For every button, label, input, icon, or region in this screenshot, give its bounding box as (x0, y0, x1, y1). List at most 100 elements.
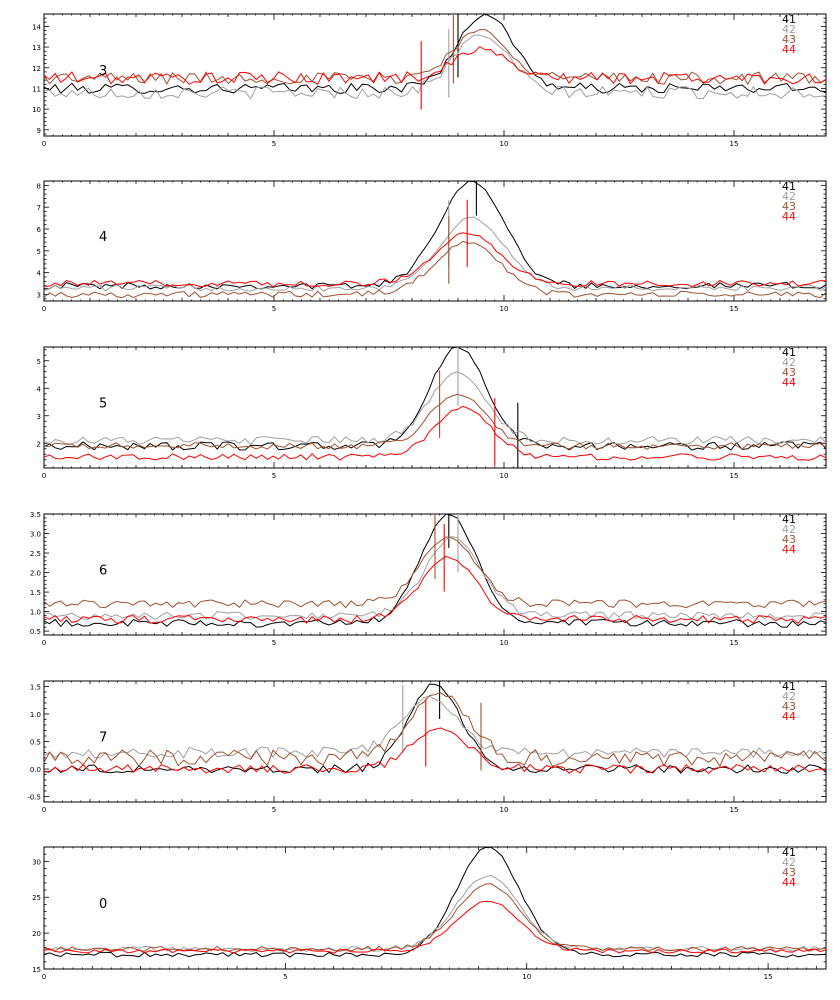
series-line-42 (43, 34, 827, 100)
series-line-44 (43, 900, 827, 954)
y-tick-label: 1.0 (30, 609, 41, 617)
x-tick-label: 5 (272, 140, 276, 148)
x-tick-label: 0 (42, 806, 46, 814)
panel-label: 0 (99, 897, 107, 912)
x-tick-label: 5 (283, 973, 287, 981)
series-line-43 (43, 883, 827, 952)
y-tick-label: 15 (32, 966, 41, 974)
series-line-43 (43, 393, 827, 450)
y-tick-label: 13 (32, 44, 41, 52)
y-tick-label: 0.5 (30, 628, 41, 636)
legend-entry-44: 44 (782, 43, 796, 56)
legend-entry-42: 42 (782, 190, 796, 203)
legend-entry-42: 42 (782, 23, 796, 36)
legend-entry-41: 41 (782, 346, 796, 359)
legend-entry-43: 43 (782, 33, 796, 46)
y-tick-label: 11 (32, 85, 41, 93)
legend-entry-44: 44 (782, 710, 796, 723)
panel-label: 3 (99, 64, 107, 79)
y-tick-label: 3.5 (30, 511, 41, 519)
legend-entry-42: 42 (782, 523, 796, 536)
y-tick-label: 2.5 (30, 550, 41, 558)
series-line-44 (43, 727, 827, 775)
plot-frame (43, 13, 827, 137)
y-tick-label: 3 (37, 413, 41, 421)
series-line-43 (43, 240, 827, 299)
x-tick-label: 10 (500, 639, 509, 647)
y-tick-label: 12 (32, 65, 41, 73)
series-line-44 (43, 232, 827, 288)
y-tick-label: 7 (37, 204, 41, 212)
y-tick-label: 1.5 (30, 684, 41, 692)
y-tick-label: 1.5 (30, 589, 41, 597)
legend-entry-41: 41 (782, 846, 796, 859)
series-line-44 (43, 555, 827, 624)
legend-entry-42: 42 (782, 856, 796, 869)
x-tick-label: 5 (272, 472, 276, 480)
legend-entry-41: 41 (782, 13, 796, 26)
panel-label: 6 (99, 564, 107, 579)
y-tick-label: 2.0 (30, 570, 41, 578)
series-line-41 (43, 846, 827, 958)
y-tick-label: 10 (32, 106, 41, 114)
panel-label: 4 (99, 230, 107, 245)
plot-frame (43, 180, 827, 302)
plot-frame (43, 346, 827, 469)
legend-entry-43: 43 (782, 866, 796, 879)
y-tick-label: 6 (37, 226, 42, 234)
legend-entry-43: 43 (782, 700, 796, 713)
x-tick-label: 10 (500, 806, 509, 814)
x-tick-label: 0 (42, 140, 46, 148)
panel-label: 7 (99, 731, 107, 746)
y-tick-label: 20 (32, 930, 41, 938)
legend-entry-43: 43 (782, 200, 796, 213)
x-tick-label: 5 (272, 806, 276, 814)
y-tick-label: 3.0 (30, 531, 41, 539)
legend-entry-41: 41 (782, 513, 796, 526)
x-tick-label: 0 (42, 639, 46, 647)
series-line-42 (43, 216, 827, 292)
x-tick-label: 10 (500, 472, 509, 480)
legend-entry-42: 42 (782, 690, 796, 703)
x-tick-label: 15 (730, 472, 739, 480)
legend-entry-44: 44 (782, 210, 796, 223)
series-line-44 (43, 46, 827, 85)
x-tick-label: 10 (500, 305, 509, 313)
series-line-41 (43, 346, 827, 451)
legend-entry-41: 41 (782, 180, 796, 193)
y-tick-label: 9 (37, 127, 41, 135)
series-line-42 (43, 371, 827, 446)
series-line-41 (43, 180, 827, 290)
x-tick-label: 0 (42, 472, 46, 480)
x-tick-label: 0 (42, 973, 46, 981)
x-tick-label: 5 (272, 305, 276, 313)
y-tick-label: 2 (37, 440, 41, 448)
legend-entry-43: 43 (782, 533, 796, 546)
y-tick-label: 3 (37, 291, 41, 299)
y-tick-label: 0.5 (30, 739, 41, 747)
legend-entry-44: 44 (782, 876, 796, 889)
x-tick-label: 15 (730, 305, 739, 313)
y-tick-label: 14 (32, 23, 41, 31)
y-tick-label: 0.0 (30, 766, 41, 774)
y-tick-label: 5 (37, 248, 41, 256)
x-tick-label: 15 (730, 140, 739, 148)
legend-entry-44: 44 (782, 543, 796, 556)
y-tick-label: -0.5 (27, 794, 41, 802)
series-line-43 (43, 29, 827, 86)
series-line-43 (43, 692, 827, 768)
x-tick-label: 0 (42, 305, 46, 313)
legend-entry-41: 41 (782, 680, 796, 693)
y-tick-label: 8 (37, 182, 41, 190)
legend-entry-42: 42 (782, 356, 796, 369)
series-line-41 (43, 13, 827, 95)
y-tick-label: 4 (37, 270, 42, 278)
x-tick-label: 10 (500, 140, 509, 148)
legend-entry-43: 43 (782, 366, 796, 379)
